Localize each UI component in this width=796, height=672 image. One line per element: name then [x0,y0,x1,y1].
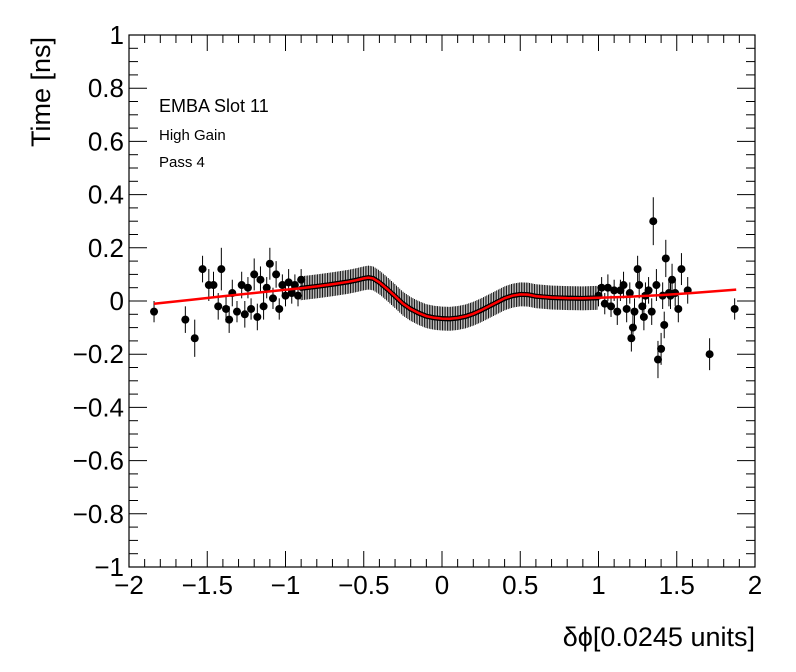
data-point [677,265,686,274]
data-point [627,334,636,343]
data-point [653,355,662,364]
tick-labels: −2 −1.5 −1 −0.5 0 0.5 1 1.5 2 −1 −0.8 −0.6 −0.4 −0.2 0… [73,20,763,600]
x-tick-label: 2 [748,570,762,600]
data-point [638,302,647,311]
data-point [619,281,628,290]
data-point [250,270,259,279]
data-point [649,217,658,226]
x-tick-label: 1 [591,570,605,600]
data-point [639,312,648,321]
data-point [660,320,669,329]
data-point [181,315,190,324]
data-point [625,289,634,298]
data-point [644,286,653,295]
data-point [630,307,639,316]
data-point [190,334,199,343]
x-tick-label: −0.5 [338,570,389,600]
x-tick-label: −1 [271,570,301,600]
plot-frame [128,34,756,568]
data-point [225,315,234,324]
x-tick-label: 0.5 [502,570,538,600]
data-point [294,291,303,300]
annotation-slot: EMBA Slot 11 [159,96,269,116]
data-point [603,283,612,292]
data-point [287,289,296,298]
y-tick-label: 0.8 [88,73,124,103]
data-point [597,283,606,292]
data-point [268,294,277,303]
data-point [240,310,249,319]
data-point [622,304,631,313]
annotation-pass: Pass 4 [159,154,205,171]
y-tick-label: −0.4 [73,392,124,422]
y-tick-label: 0.2 [88,233,124,263]
data-point [272,270,281,279]
data-point [217,265,226,274]
x-tick-label: 1.5 [659,570,695,600]
data-point [214,302,223,311]
y-tick-label: −0.2 [73,339,124,369]
y-axis-title: Time [ns] [26,37,56,147]
y-tick-label: −0.8 [73,499,124,529]
data-point [243,283,252,292]
data-point [284,278,293,287]
data-point [209,281,218,290]
data-point [674,304,683,313]
y-tick-label: 0 [110,286,124,316]
data-point [633,265,642,274]
data-point [705,350,714,359]
data-point [265,259,274,268]
data-point [613,307,622,316]
data-point [607,302,616,311]
data-point [290,281,299,290]
y-tick-label: 0.6 [88,126,124,156]
data-point [661,254,670,263]
y-tick-label: −1 [94,552,124,582]
data-point [232,307,241,316]
annotation-gain: High Gain [159,127,226,144]
x-tick-label: 0 [435,570,449,600]
y-tick-label: 0.4 [88,180,124,210]
data-point [730,304,739,313]
data-point [668,275,677,284]
data-point [237,281,246,290]
fit-curve [153,276,737,321]
data-point [610,286,619,295]
data-point [278,281,287,290]
x-axis-title: δϕ[0.0245 units] [563,622,755,652]
y-tick-label: −0.6 [73,446,124,476]
data-point [297,275,306,284]
axis-ticks [128,34,756,568]
x-tick-label: −1.5 [182,570,233,600]
data-point [635,281,644,290]
data-point [275,304,284,313]
data-point [222,304,231,313]
data-point [281,291,290,300]
data-point [253,312,262,321]
data-point [262,283,271,292]
data-point [628,323,637,332]
data-point [256,275,265,284]
data-point [657,344,666,353]
data-point [150,307,159,316]
data-point [259,302,268,311]
data-point [600,299,609,308]
data-point [247,304,256,313]
x-tick-label: −2 [114,570,144,600]
y-tick-label: 1 [110,20,124,50]
data-point [647,307,656,316]
data-point [198,265,207,274]
data-point [652,281,661,290]
